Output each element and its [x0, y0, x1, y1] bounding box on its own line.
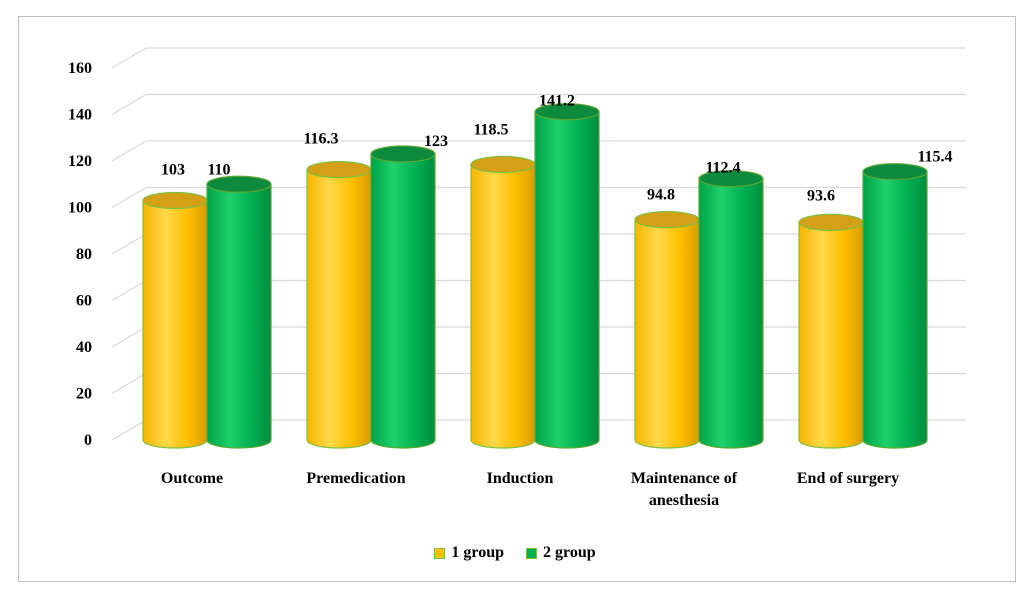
bar-2-group-0 — [206, 175, 272, 449]
data-label: 116.3 — [303, 131, 338, 148]
data-label: 115.4 — [917, 149, 952, 166]
y-tick-label: 100 — [68, 200, 92, 217]
bar-2-group-2 — [534, 103, 600, 449]
bar-top — [862, 163, 928, 181]
x-category-label: Maintenance of — [631, 470, 738, 487]
x-category-label: End of surgery — [797, 470, 899, 487]
x-category-label: Premedication — [306, 470, 405, 487]
x-category-label: anesthesia — [649, 492, 719, 509]
legend-item-2-group: 2 group — [526, 544, 596, 562]
y-tick-label: 140 — [68, 107, 92, 124]
bar-body — [698, 178, 764, 449]
bar-body — [862, 171, 928, 449]
bar-body — [206, 183, 272, 449]
bar-top — [634, 210, 700, 229]
data-label: 103 — [161, 162, 185, 179]
y-tick-label: 40 — [76, 339, 92, 356]
x-axis: Outcome Premedication Induction Maintenance… — [161, 470, 899, 509]
gridline-diagonal — [111, 279, 147, 302]
data-label: 141.2 — [539, 93, 575, 110]
bar-1-group-4 — [798, 213, 864, 449]
bar-top — [142, 191, 208, 210]
bar-top — [698, 170, 764, 188]
legend: 1 group 2 group — [0, 544, 1030, 562]
bar-body — [142, 199, 208, 449]
bar-1-group-2 — [470, 155, 536, 449]
gridline-diagonal — [111, 233, 147, 255]
bar-body — [634, 218, 700, 449]
y-tick-label: 60 — [76, 293, 92, 310]
bar-1-group-3 — [634, 210, 700, 449]
bar-top — [534, 103, 600, 121]
bar-2-group-1 — [370, 145, 436, 449]
bar-1-group-0 — [142, 191, 208, 449]
y-tick-label: 0 — [84, 432, 92, 449]
legend-swatch-1-group — [434, 547, 446, 559]
y-tick-label: 160 — [68, 60, 92, 77]
bar-body — [370, 153, 436, 449]
bar-top — [798, 213, 864, 231]
x-category-label: Induction — [487, 470, 554, 487]
data-label: 94.8 — [647, 187, 675, 204]
bars-layer — [142, 103, 928, 449]
bar-top — [370, 145, 436, 163]
y-tick-label: 20 — [76, 386, 92, 403]
y-tick-label: 120 — [68, 153, 92, 170]
bar-top — [306, 161, 372, 179]
data-labels-layer: 103 116.3 118.5 94.8 93.6 110 123 141.2 112.4 115… — [161, 93, 953, 205]
gridline-diagonal — [111, 419, 147, 441]
bar-body — [306, 169, 372, 449]
bar-body — [534, 111, 600, 449]
gridline-diagonal — [111, 326, 147, 348]
legend-label-2-group: 2 group — [543, 544, 596, 561]
bar-body — [470, 163, 536, 449]
bar-top — [206, 175, 272, 193]
data-label: 118.5 — [473, 121, 508, 138]
gridline-diagonal — [111, 93, 147, 116]
data-label: 112.4 — [705, 160, 740, 177]
gridline-diagonal — [111, 186, 147, 209]
bar-body — [798, 221, 864, 449]
legend-swatch-2-group — [526, 547, 537, 559]
x-category-label: Outcome — [161, 470, 223, 487]
y-axis: 0 20 40 60 80 100 120 140 160 — [68, 60, 92, 449]
bar-2-group-4 — [862, 163, 928, 449]
legend-item-1-group: 1 group — [434, 544, 504, 562]
bar-top — [470, 155, 536, 174]
legend-label-1-group: 1 group — [451, 544, 504, 561]
data-label: 110 — [207, 161, 230, 178]
bar-1-group-1 — [306, 161, 372, 449]
data-label: 123 — [424, 133, 448, 150]
data-label: 93.6 — [807, 187, 835, 204]
gridline-diagonal — [111, 372, 147, 395]
y-tick-label: 80 — [76, 246, 92, 263]
bar-2-group-3 — [698, 170, 764, 449]
gridline-diagonal — [111, 47, 147, 69]
gridline-diagonal — [111, 140, 147, 162]
